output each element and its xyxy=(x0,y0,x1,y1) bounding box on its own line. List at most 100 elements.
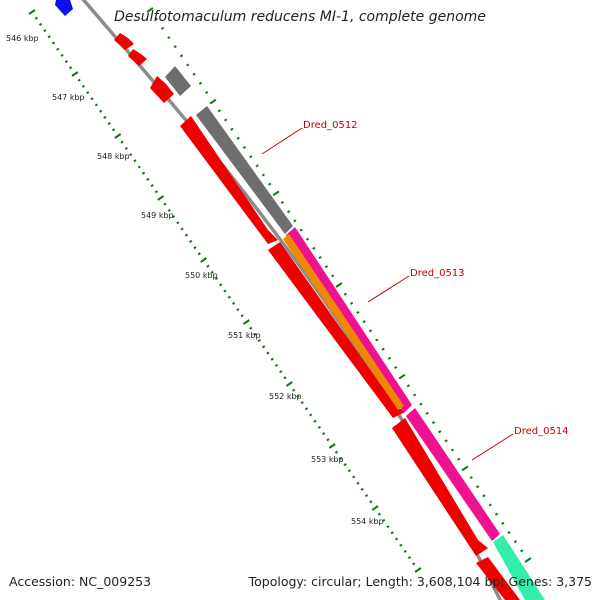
inner-tick-50 xyxy=(243,319,250,325)
outer-tick-41 xyxy=(406,384,410,388)
inner-tick-3 xyxy=(43,29,47,33)
inner-tick-39 xyxy=(197,252,201,256)
outer-tick-13 xyxy=(230,127,234,131)
inner-tick-marks xyxy=(28,9,422,573)
tick-label-553: 553 kbp xyxy=(311,455,344,464)
inner-tick-12 xyxy=(81,84,86,88)
outer-tick-39 xyxy=(394,365,398,370)
inner-tick-2 xyxy=(38,22,43,26)
inner-tick-20 xyxy=(114,133,122,139)
inner-tick-83 xyxy=(386,525,390,529)
outer-tick-45 xyxy=(431,420,436,425)
cds-feature-pink-1 xyxy=(286,227,412,413)
cds-feature-orange xyxy=(283,234,404,410)
accession-label: Accession: NC_009253 xyxy=(9,574,152,589)
inner-tick-37 xyxy=(189,239,193,243)
inner-tick-58 xyxy=(279,370,283,374)
inner-tick-11 xyxy=(77,78,81,82)
outer-tick-53 xyxy=(482,494,486,498)
inner-tick-40 xyxy=(200,257,207,263)
inner-tick-56 xyxy=(270,357,274,361)
inner-tick-25 xyxy=(137,165,141,169)
inner-tick-43 xyxy=(214,277,219,281)
outer-tick-56 xyxy=(501,521,505,525)
outer-tick-25 xyxy=(305,237,310,241)
inner-tick-61 xyxy=(292,388,296,392)
inner-tick-74 xyxy=(347,469,351,473)
inner-tick-55 xyxy=(266,351,270,355)
inner-tick-70 xyxy=(328,443,336,449)
inner-tick-22 xyxy=(124,146,128,150)
inner-tick-32 xyxy=(167,208,171,212)
cds-feature-blue xyxy=(55,0,73,16)
outer-tick-22 xyxy=(286,210,291,214)
inner-tick-8 xyxy=(64,60,68,64)
inner-tick-1 xyxy=(34,16,38,20)
outer-tick-30 xyxy=(335,282,343,288)
inner-tick-10 xyxy=(71,71,79,77)
inner-tick-72 xyxy=(339,456,343,460)
outer-tick-33 xyxy=(356,310,360,315)
gene-label-line-dred-0512 xyxy=(261,127,303,155)
tick-label-547: 547 kbp xyxy=(52,93,85,102)
tick-label-552: 552 kbp xyxy=(269,392,302,401)
gene-label-line-dred-0513 xyxy=(367,275,410,303)
inner-tick-67 xyxy=(317,425,321,429)
outer-tick-24 xyxy=(299,228,303,232)
inner-tick-89 xyxy=(412,562,416,566)
outer-tick-marks xyxy=(146,7,532,563)
inner-tick-80 xyxy=(371,505,379,511)
tick-label-546: 546 kbp xyxy=(6,34,39,43)
inner-tick-88 xyxy=(407,556,412,560)
inner-tick-49 xyxy=(240,314,244,318)
gene-label-dred-0514: Dred_0514 xyxy=(514,426,569,437)
cds-feature-small-1 xyxy=(114,33,134,50)
inner-tick-76 xyxy=(356,481,360,485)
outer-tick-60 xyxy=(524,557,532,563)
outer-tick-1 xyxy=(154,17,158,21)
cds-feature-red-long-1 xyxy=(180,116,278,244)
cds-feature-small-3 xyxy=(150,76,174,103)
outer-tick-58 xyxy=(513,540,518,544)
inner-tick-73 xyxy=(343,463,347,467)
outer-tick-20 xyxy=(272,190,280,197)
inner-tick-84 xyxy=(390,531,394,535)
outer-tick-21 xyxy=(280,200,284,205)
outer-tick-8 xyxy=(198,81,203,85)
inner-tick-17 xyxy=(103,115,107,119)
inner-tick-85 xyxy=(394,537,399,541)
gene-label-line-dred-0514 xyxy=(471,433,514,461)
inner-tick-47 xyxy=(231,301,236,305)
outer-tick-52 xyxy=(475,485,480,489)
outer-tick-51 xyxy=(469,475,473,480)
inner-tick-71 xyxy=(334,450,339,454)
outer-tick-43 xyxy=(419,402,423,406)
outer-tick-32 xyxy=(349,301,354,305)
outer-tick-29 xyxy=(331,274,335,278)
outer-tick-48 xyxy=(450,448,455,452)
inner-tick-28 xyxy=(150,184,154,188)
cds-feature-small-gray xyxy=(165,66,191,96)
tick-label-551: 551 kbp xyxy=(228,331,261,340)
inner-tick-30 xyxy=(157,195,165,201)
outer-tick-47 xyxy=(444,439,448,443)
inner-tick-6 xyxy=(56,47,60,51)
inner-tick-82 xyxy=(382,518,386,522)
outer-tick-28 xyxy=(324,265,329,269)
outer-tick-5 xyxy=(179,54,184,58)
outer-tick-18 xyxy=(261,173,266,177)
inner-tick-68 xyxy=(322,432,326,436)
outer-tick-34 xyxy=(362,320,366,324)
outer-tick-17 xyxy=(255,164,259,168)
genome-backbone xyxy=(81,0,503,600)
inner-tick-69 xyxy=(326,438,330,442)
outer-tick-9 xyxy=(205,90,209,95)
inner-tick-5 xyxy=(51,41,56,45)
outer-tick-11 xyxy=(217,109,221,113)
outer-tick-59 xyxy=(520,549,524,553)
inner-tick-45 xyxy=(223,289,227,293)
outer-tick-44 xyxy=(425,411,429,415)
inner-tick-86 xyxy=(399,543,403,547)
